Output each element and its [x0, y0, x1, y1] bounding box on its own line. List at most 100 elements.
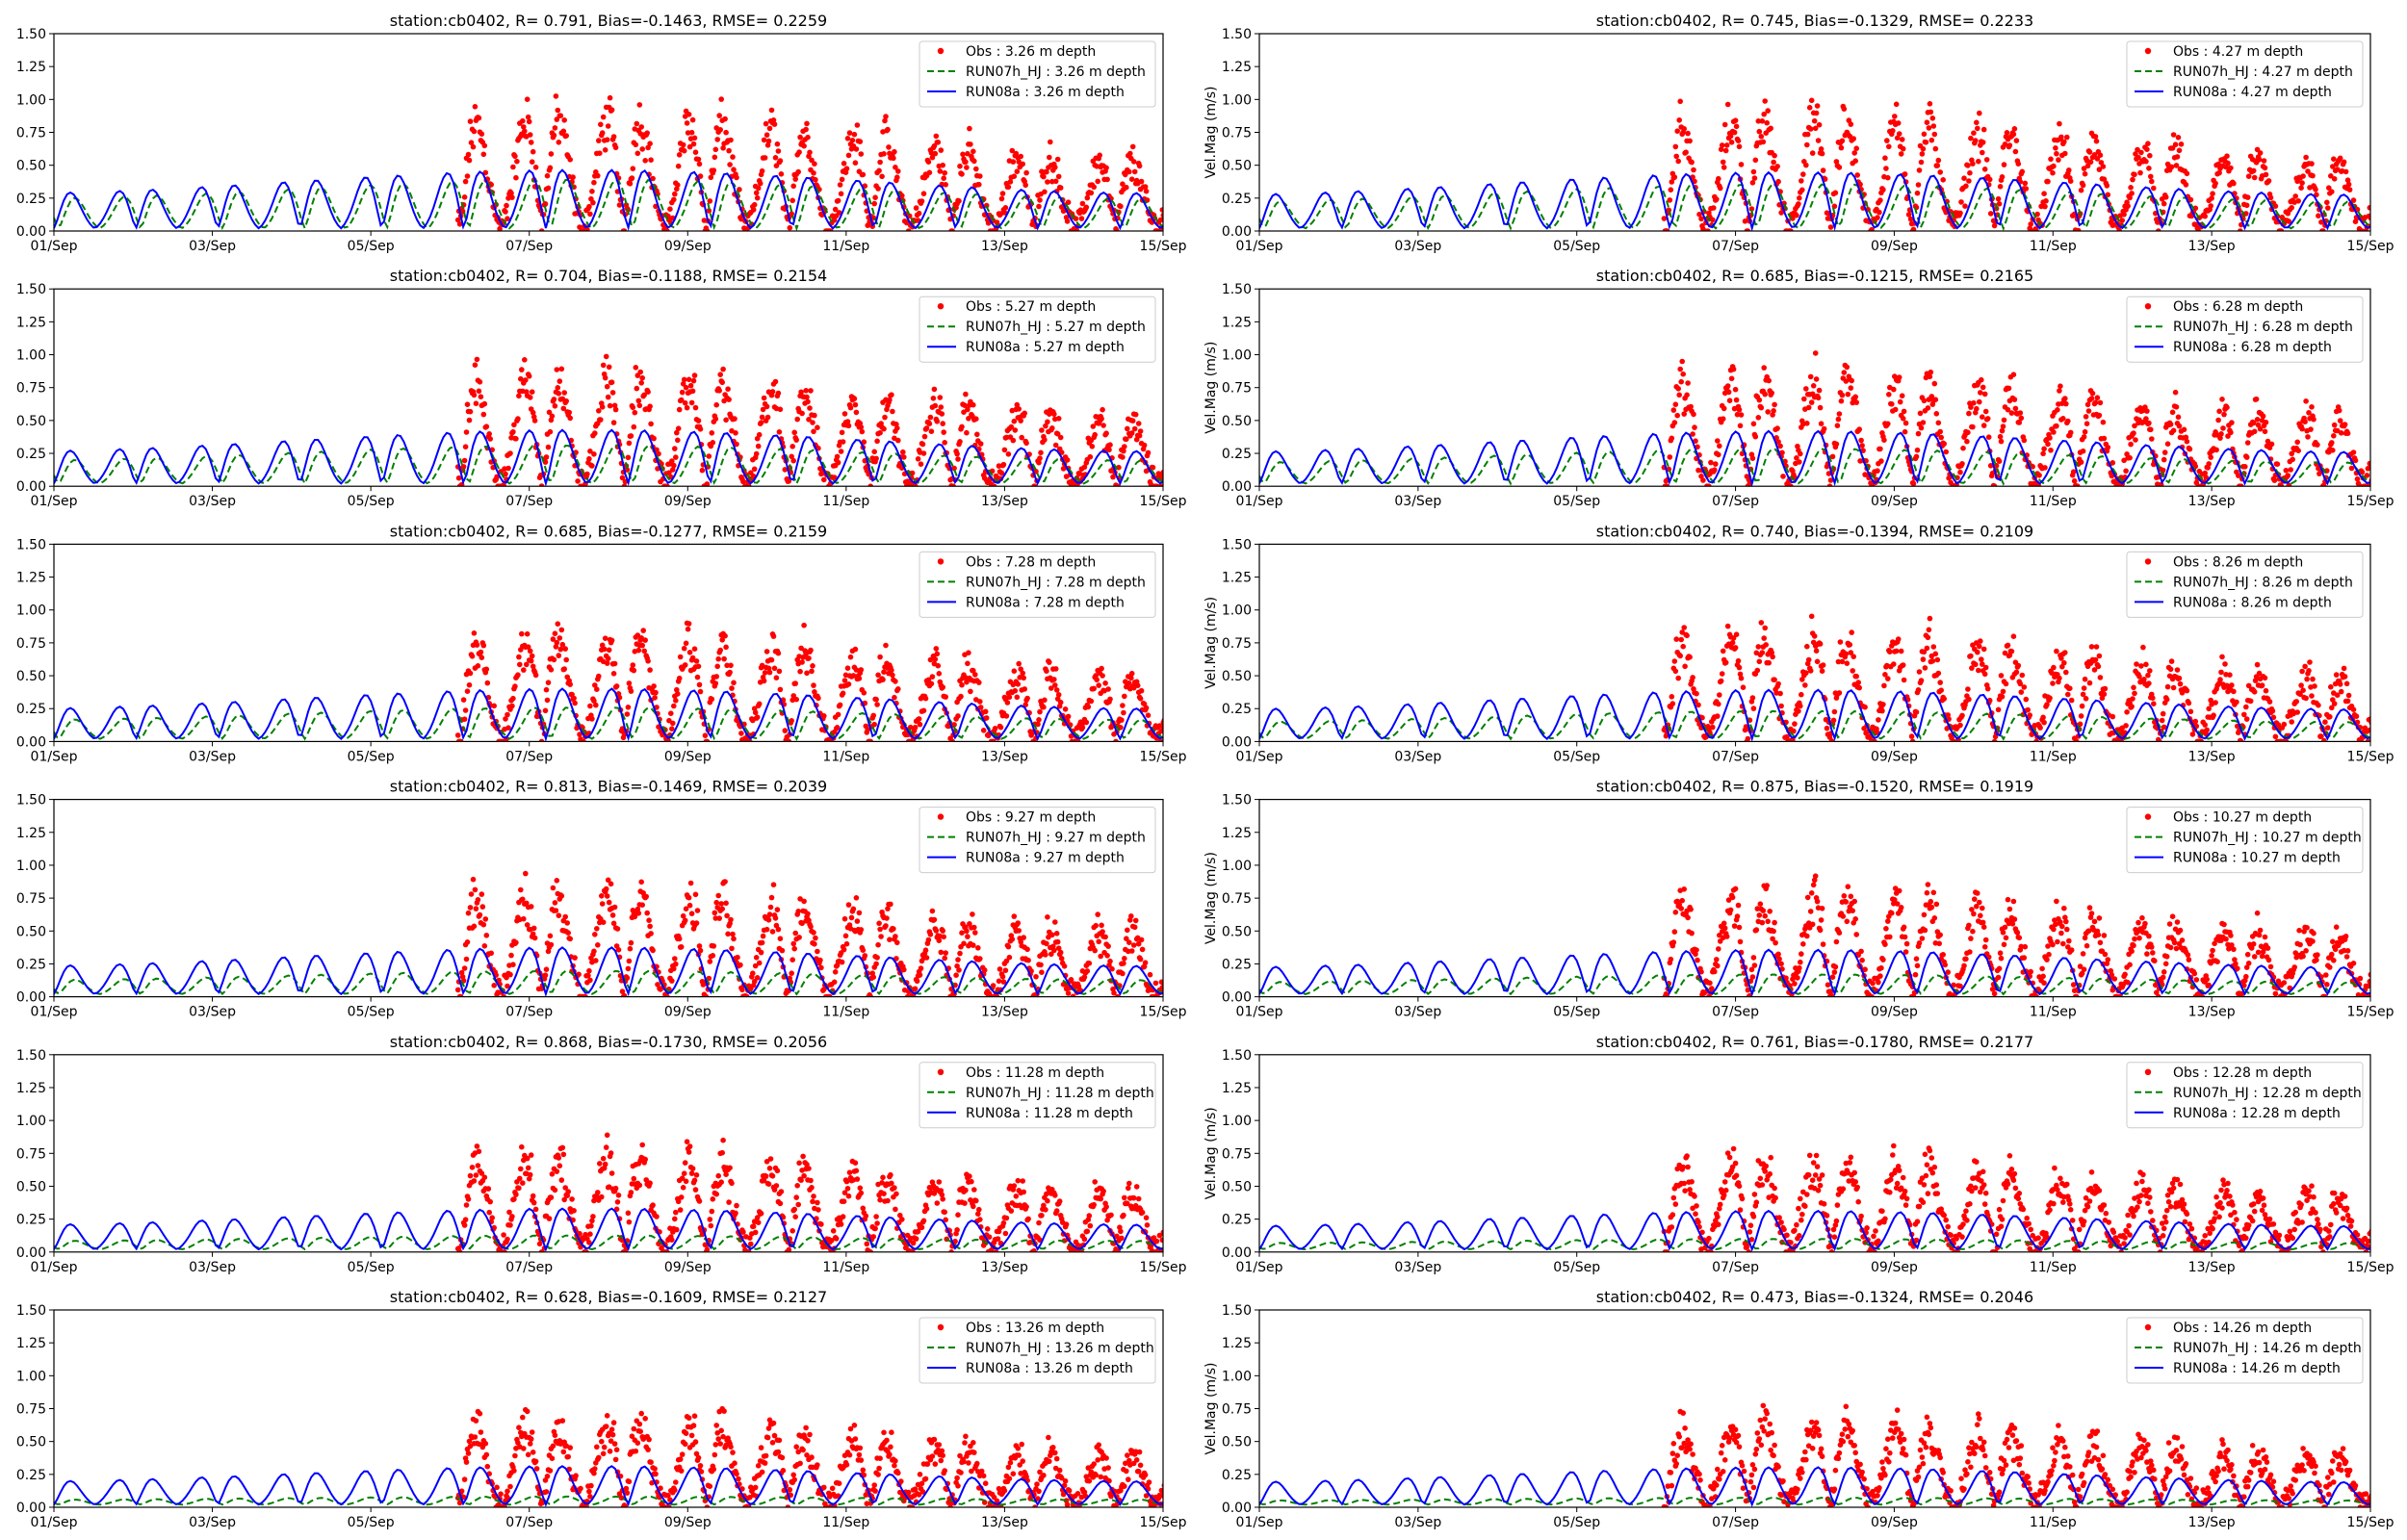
obs-point [526, 373, 532, 379]
obs-point [2344, 177, 2351, 183]
obs-point [721, 655, 727, 662]
obs-point [1762, 391, 1768, 398]
obs-point [2168, 164, 2175, 170]
obs-point [610, 134, 617, 140]
obs-point [941, 429, 946, 435]
obs-point [1105, 686, 1111, 692]
obs-point [1756, 397, 1763, 403]
obs-point [2305, 168, 2311, 174]
obs-point [1161, 717, 1163, 723]
obs-point [587, 977, 593, 984]
obs-point [1807, 126, 1814, 132]
obs-point [2299, 425, 2305, 432]
obs-point [1716, 175, 1721, 182]
obs-point [2080, 448, 2086, 454]
obs-point [1915, 182, 1922, 188]
run07h-hj-line [1259, 709, 2370, 741]
obs-point [1013, 150, 1020, 157]
legend-box [919, 40, 1156, 108]
obs-point [2337, 418, 2343, 424]
obs-point [1120, 454, 1126, 460]
obs-point [2350, 706, 2357, 712]
obs-point [2343, 680, 2350, 687]
obs-point [2318, 733, 2324, 739]
obs-point [545, 444, 552, 450]
obs-point [2058, 134, 2064, 141]
obs-point [1715, 438, 1721, 444]
obs-point [611, 904, 618, 911]
obs-point [2004, 130, 2010, 136]
obs-point [513, 174, 519, 181]
obs-point [1118, 725, 1124, 731]
obs-point [1758, 404, 1765, 411]
obs-point [1934, 163, 1941, 168]
obs-point [2286, 218, 2292, 224]
obs-point [2146, 166, 2152, 171]
obs-point [2326, 185, 2332, 191]
obs-point [1716, 451, 1721, 458]
obs-point [1024, 695, 1030, 702]
obs-point [2293, 699, 2299, 705]
legend-label: RUN07h_HJ : 4.27 m depth [2173, 64, 2353, 80]
obs-point [528, 904, 534, 910]
obs-point [559, 641, 566, 648]
obs-point [1064, 218, 1071, 224]
y-axis-label: Vel.Mag (m/s) [1204, 86, 1219, 178]
obs-point [1128, 176, 1135, 182]
obs-point [1022, 182, 1028, 189]
x-tick-label: 05/Sep [1553, 494, 1600, 509]
y-tick-label: 0.75 [1222, 126, 1252, 141]
obs-point [1902, 171, 1908, 177]
obs-point [2006, 142, 2013, 148]
obs-point [831, 475, 838, 480]
obs-point [645, 658, 651, 664]
obs-point [1995, 195, 2002, 202]
obs-point [1047, 659, 1052, 665]
obs-point [683, 384, 689, 391]
obs-point [556, 391, 562, 397]
obs-point [1891, 386, 1897, 393]
obs-point [696, 681, 703, 688]
obs-point [619, 475, 626, 481]
obs-point [1927, 373, 1933, 380]
obs-point [2169, 145, 2176, 151]
obs-point [1924, 645, 1930, 652]
obs-point [751, 466, 758, 473]
obs-point [1921, 649, 1928, 655]
run08a-line [1259, 170, 2370, 231]
obs-point [555, 385, 561, 391]
obs-point [1792, 721, 1798, 727]
obs-point [1980, 140, 1986, 145]
obs-point [811, 170, 816, 176]
legend-label: RUN08a : 3.26 m depth [966, 85, 1125, 100]
obs-point [521, 667, 527, 673]
obs-point [837, 702, 843, 708]
obs-point [870, 712, 876, 719]
obs-point [1876, 209, 1882, 216]
obs-point [1681, 126, 1687, 132]
obs-point [2081, 434, 2087, 440]
obs-point [554, 639, 560, 646]
obs-point [1023, 440, 1029, 447]
obs-point [1794, 212, 1799, 218]
obs-point [604, 383, 610, 390]
obs-point [1991, 738, 1998, 742]
x-tick-label: 07/Sep [1712, 749, 1759, 764]
x-tick-label: 01/Sep [31, 749, 78, 764]
obs-point [849, 138, 856, 143]
obs-point [609, 390, 616, 396]
obs-point [603, 886, 609, 892]
obs-point [968, 688, 973, 695]
obs-point [1755, 118, 1762, 124]
obs-point [937, 168, 944, 174]
obs-point [633, 365, 639, 371]
obs-point [932, 150, 939, 157]
obs-point [731, 167, 737, 172]
obs-point [554, 116, 560, 122]
obs-point [1124, 436, 1129, 443]
y-tick-label: 1.25 [1222, 571, 1252, 586]
obs-point [1047, 154, 1052, 161]
obs-point [1143, 705, 1150, 711]
obs-series [1661, 97, 2370, 231]
obs-point [1932, 651, 1939, 657]
